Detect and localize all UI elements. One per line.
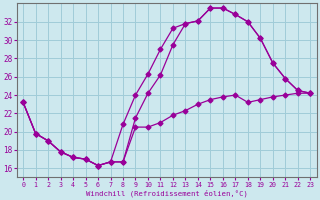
X-axis label: Windchill (Refroidissement éolien,°C): Windchill (Refroidissement éolien,°C) — [86, 189, 248, 197]
